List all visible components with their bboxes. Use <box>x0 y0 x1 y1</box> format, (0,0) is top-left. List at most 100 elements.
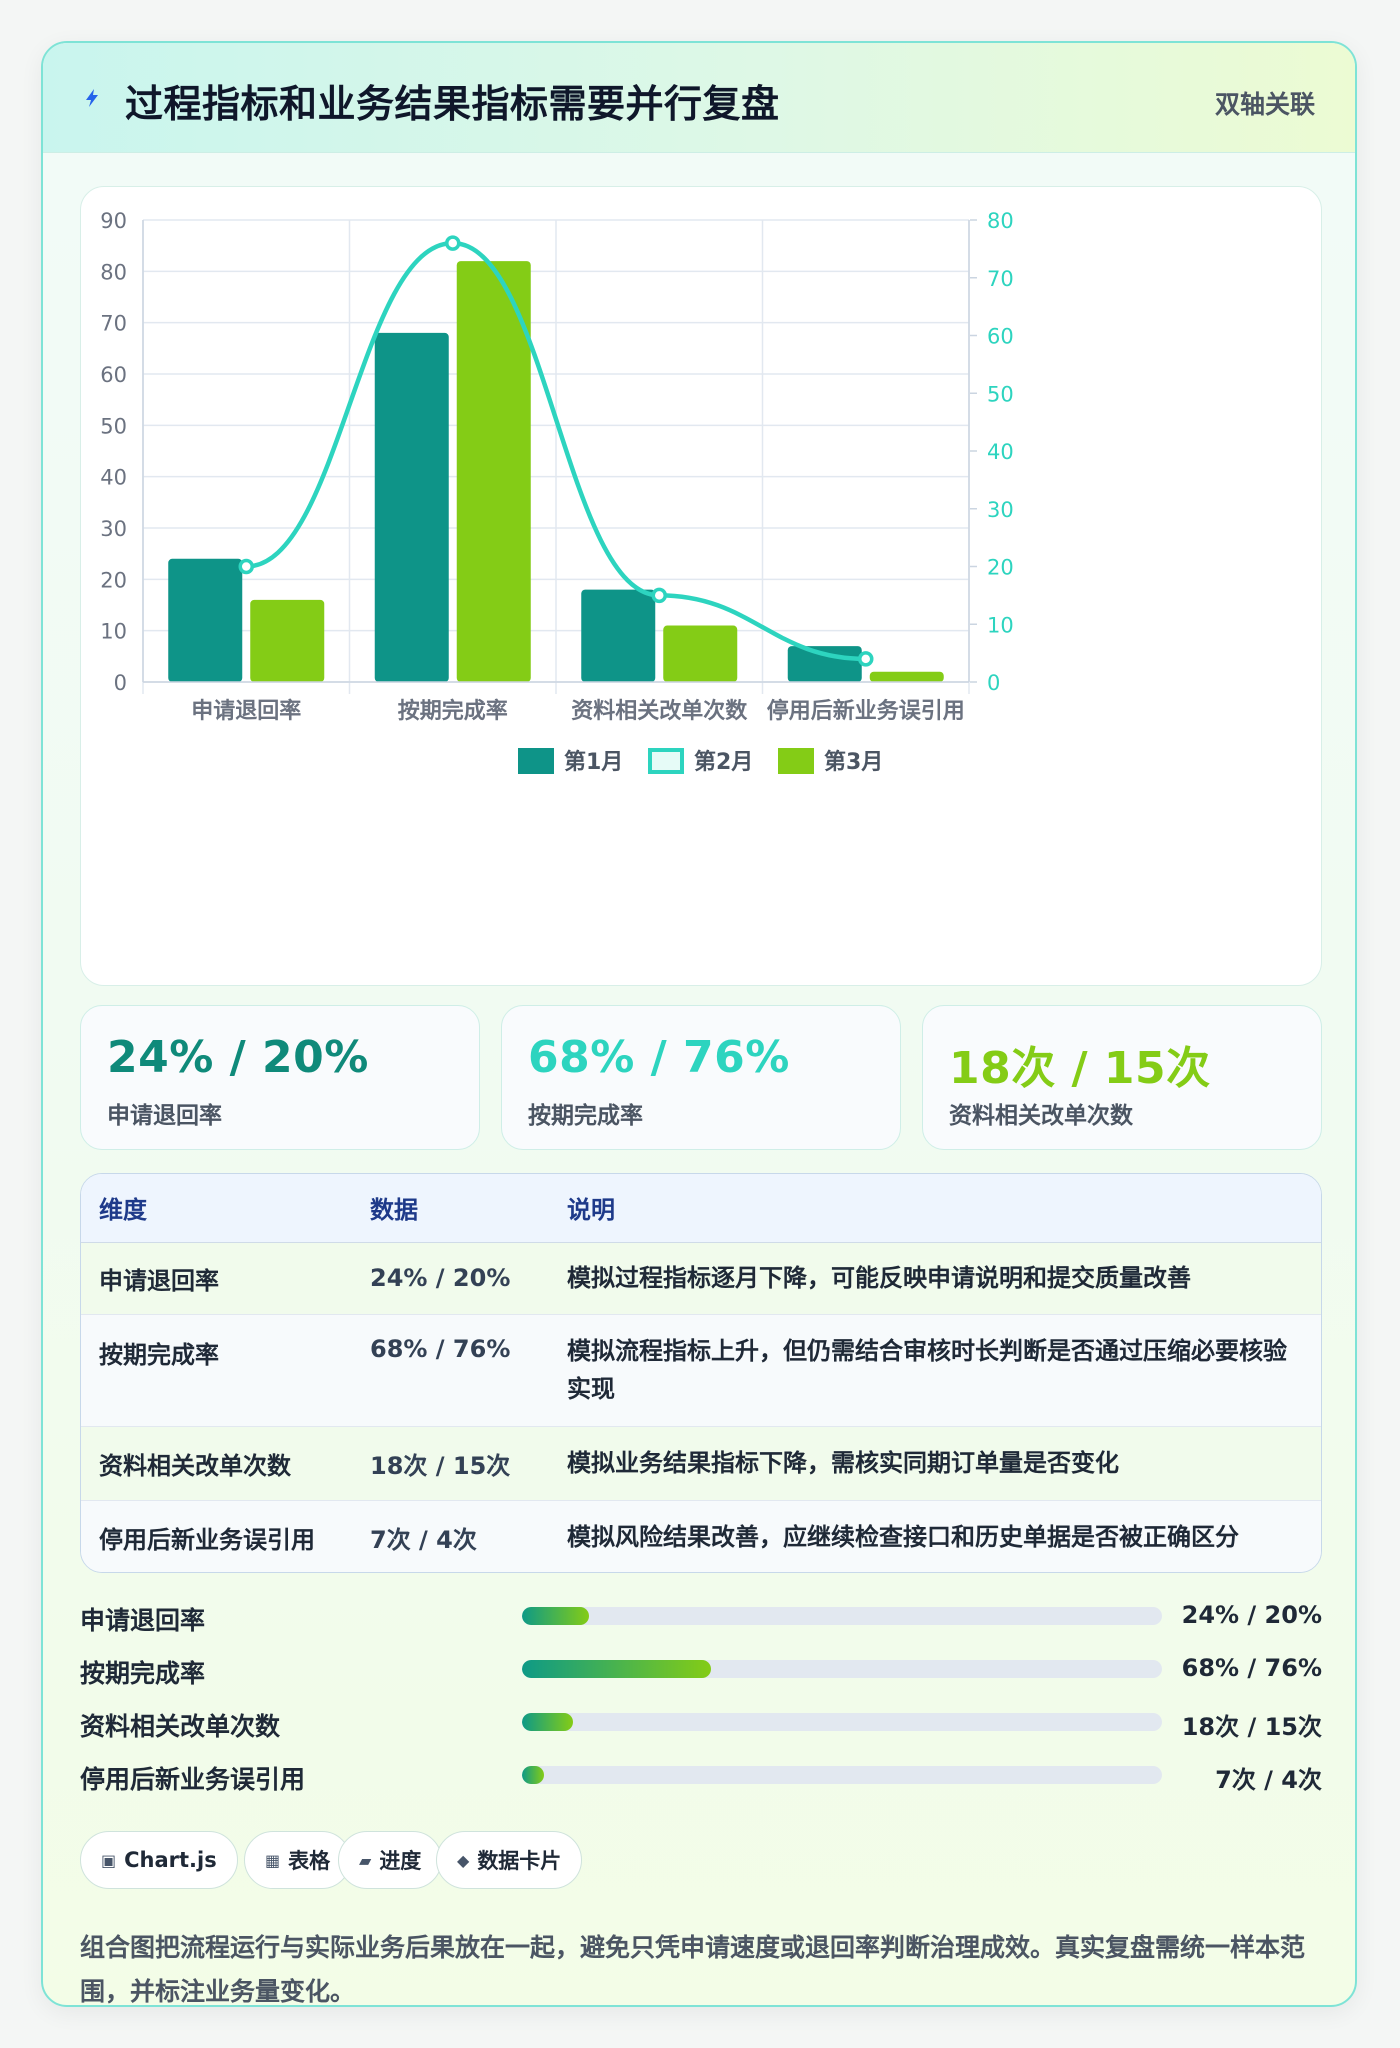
progress-label: 按期完成率 <box>80 1659 206 1688</box>
kpi-value: 24% / 20% <box>107 1032 369 1083</box>
y-left-tick-label: 10 <box>100 620 127 644</box>
lightning-icon <box>86 89 98 107</box>
progress-row: 申请退回率 24% / 20% <box>80 1596 1322 1636</box>
legend-label: 第1月 <box>564 749 623 775</box>
y-right-tick-label: 20 <box>987 556 1014 580</box>
table-cell-dimension: 停用后新业务误引用 <box>81 1499 352 1572</box>
y-left-tick-label: 90 <box>100 209 127 233</box>
table-cell-note: 模拟流程指标上升，但仍需结合审核时长判断是否通过压缩必要核验实现 <box>549 1313 1321 1426</box>
header-badge: 双轴关联 <box>1214 90 1315 119</box>
legend: 第1月 第2月 第3月 <box>518 748 883 775</box>
bar <box>250 599 325 682</box>
y-right-tick-label: 30 <box>987 498 1014 522</box>
kpi-card-return-rate: 24% / 20% 申请退回率 <box>80 1005 480 1150</box>
legend-label: 第2月 <box>694 749 753 775</box>
bar <box>374 332 449 682</box>
column-header: 说明 <box>549 1174 1321 1243</box>
page-title: 过程指标和业务结果指标需要并行复盘 <box>125 82 780 126</box>
table-cell-data: 7次 / 4次 <box>352 1499 549 1572</box>
progress-row: 按期完成率 68% / 76% <box>80 1649 1322 1689</box>
bar <box>168 558 243 682</box>
progress-fill <box>522 1766 545 1784</box>
progress-track <box>522 1660 1162 1678</box>
kpi-card-on-time-rate: 68% / 76% 按期完成率 <box>501 1005 901 1150</box>
column-header: 数据 <box>352 1174 549 1243</box>
table-row: 资料相关改单次数 18次 / 15次 模拟业务结果指标下降，需核实同期订单量是否… <box>81 1425 1321 1500</box>
table-cell-dimension: 按期完成率 <box>81 1313 352 1426</box>
line-series <box>246 240 866 662</box>
kpi-value: 68% / 76% <box>528 1032 790 1083</box>
y-left-tick-label: 0 <box>114 671 127 695</box>
y-left-tick-label: 60 <box>100 363 127 387</box>
progress-label: 申请退回率 <box>80 1606 206 1635</box>
data-table: 维度 数据 说明 申请退回率 24% / 20% 模拟过程指标逐月下降，可能反映… <box>80 1173 1322 1573</box>
y-left-tick-label: 50 <box>100 414 127 438</box>
tag-chartjs[interactable]: ▣ Chart.js <box>80 1831 238 1889</box>
progress-track <box>522 1713 1162 1731</box>
kpi-card-change-orders: 18次 / 15次 资料相关改单次数 <box>922 1005 1322 1150</box>
progress-label: 停用后新业务误引用 <box>80 1765 306 1794</box>
legend-label: 第3月 <box>824 749 883 775</box>
table-cell-note: 模拟过程指标逐月下降，可能反映申请说明和提交质量改善 <box>549 1241 1321 1314</box>
y-right-tick-label: 80 <box>987 209 1014 233</box>
progress-track <box>522 1766 1162 1784</box>
progress-row: 停用后新业务误引用 7次 / 4次 <box>80 1755 1322 1795</box>
diamond-icon: ◆ <box>457 1850 470 1870</box>
column-header: 维度 <box>81 1174 352 1243</box>
kpi-label: 资料相关改单次数 <box>949 1103 1133 1129</box>
y-right-tick-label: 40 <box>987 440 1014 464</box>
progress-label: 资料相关改单次数 <box>80 1712 281 1741</box>
legend-swatch <box>648 748 684 774</box>
footnote: 组合图把流程运行与实际业务后果放在一起，避免只凭申请速度或退回率判断治理成效。真… <box>80 1933 1306 2006</box>
tag-label: 数据卡片 <box>477 1849 562 1873</box>
line-point <box>238 558 254 575</box>
table-cell-note: 模拟风险结果改善，应继续检查接口和历史单据是否被正确区分 <box>549 1499 1321 1572</box>
x-tick-label: 停用后新业务误引用 <box>767 698 965 724</box>
legend-swatch <box>778 748 814 774</box>
table-cell-note: 模拟业务结果指标下降，需核实同期订单量是否变化 <box>549 1425 1321 1500</box>
bar <box>456 261 531 682</box>
table-row: 停用后新业务误引用 7次 / 4次 模拟风险结果改善，应继续检查接口和历史单据是… <box>81 1499 1321 1572</box>
combo-chart: 0 10 20 30 40 50 60 70 80 90 0 10 20 30 40 50 60 70 80 申请退回… <box>100 209 1013 775</box>
y-right-tick-label: 70 <box>987 267 1014 291</box>
bar <box>581 589 656 682</box>
x-tick-label: 按期完成率 <box>398 698 508 724</box>
bars <box>168 261 944 682</box>
bar <box>869 671 944 682</box>
y-left-tick-label: 70 <box>100 312 127 336</box>
line-point <box>651 587 667 604</box>
table-row: 申请退回率 24% / 20% 模拟过程指标逐月下降，可能反映申请说明和提交质量… <box>81 1241 1321 1314</box>
table-cell-data: 24% / 20% <box>352 1241 549 1314</box>
plot-area: 0 10 20 30 40 50 60 70 80 90 0 10 20 30 40 50 60 70 80 申请退回… <box>100 209 1013 724</box>
y-right-tick-label: 0 <box>987 671 1000 695</box>
tag-label: 进度 <box>379 1849 422 1873</box>
table-cell-data: 18次 / 15次 <box>352 1425 549 1500</box>
progress-list: 申请退回率 24% / 20% 按期完成率 68% / 76% 资料相关改单次数… <box>80 1596 1322 1816</box>
table-icon: ▦ <box>265 1850 281 1870</box>
x-tick-label: 资料相关改单次数 <box>571 698 748 724</box>
legend-swatch <box>518 748 554 774</box>
line-point <box>858 651 874 667</box>
kpi-label: 按期完成率 <box>528 1103 643 1129</box>
kpi-value: 18次 / 15次 <box>949 1043 1211 1094</box>
y-left-tick-label: 30 <box>100 517 127 541</box>
tag-progress[interactable]: ▰ 进度 <box>338 1831 443 1889</box>
y-right-tick-label: 60 <box>987 325 1014 349</box>
chart-panel: 0 10 20 30 40 50 60 70 80 90 0 10 20 30 40 50 60 70 80 申请退回… <box>80 186 1322 986</box>
progress-row: 资料相关改单次数 18次 / 15次 <box>80 1702 1322 1742</box>
progress-fill <box>522 1607 590 1625</box>
tag-label: Chart.js <box>124 1848 217 1872</box>
table-cell-data: 68% / 76% <box>352 1313 549 1426</box>
main-card: 过程指标和业务结果指标需要并行复盘 双轴关联 0 10 20 30 40 50 60 70 80… <box>41 41 1357 2007</box>
table-cell-dimension: 资料相关改单次数 <box>81 1425 352 1500</box>
table-row: 按期完成率 68% / 76% 模拟流程指标上升，但仍需结合审核时长判断是否通过… <box>81 1313 1321 1426</box>
tag-table[interactable]: ▦ 表格 <box>244 1831 352 1889</box>
tag-data-card[interactable]: ◆ 数据卡片 <box>436 1831 583 1889</box>
chart-icon: ▣ <box>101 1850 117 1870</box>
axes: 0 10 20 30 40 50 60 70 80 90 0 10 20 30 40 50 60 70 80 申请退回… <box>100 209 1013 724</box>
table-cell-dimension: 申请退回率 <box>81 1241 352 1314</box>
tag-list: ▣ Chart.js ▦ 表格 ▰ 进度 ◆ 数据卡片 <box>80 1831 1322 1889</box>
table-header-row: 维度 数据 说明 <box>81 1174 1321 1243</box>
y-left-tick-label: 40 <box>100 466 127 490</box>
tag-label: 表格 <box>288 1849 331 1873</box>
